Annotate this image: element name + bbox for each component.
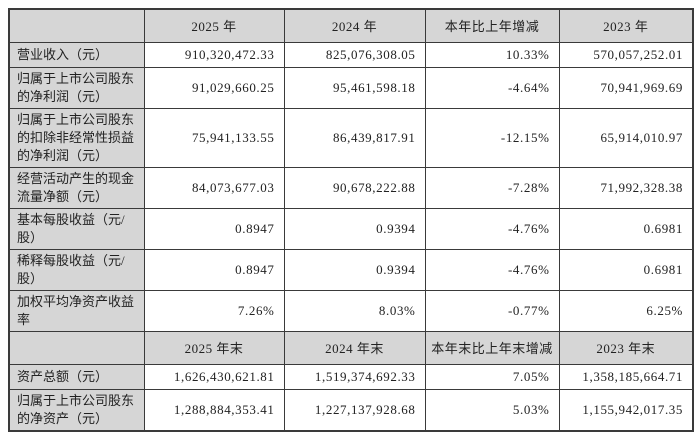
row-operating-cash-flow: 经营活动产生的现金流量净额（元） 84,073,677.03 90,678,22… bbox=[8, 166, 694, 209]
cell-net-assets-2023: 1,155,942,017.35 bbox=[558, 388, 694, 431]
cell-roe-2023: 6.25% bbox=[558, 289, 694, 332]
cell-total-assets-change: 7.05% bbox=[424, 363, 560, 390]
col-header-2025: 2025 年 bbox=[143, 8, 285, 43]
col-header-2024-end: 2024 年末 bbox=[283, 330, 426, 365]
row-total-assets: 资产总额（元） 1,626,430,621.81 1,519,374,692.3… bbox=[8, 363, 694, 390]
cell-diluted-eps-2023: 0.6981 bbox=[558, 248, 694, 291]
row-revenue: 营业收入（元） 910,320,472.33 825,076,308.05 10… bbox=[8, 41, 694, 68]
cell-basic-eps-2025: 0.8947 bbox=[143, 207, 285, 250]
col-header-2023-end: 2023 年末 bbox=[558, 330, 694, 365]
row-label-diluted-eps: 稀释每股收益（元/股） bbox=[8, 248, 145, 291]
cell-net-profit-change: -4.64% bbox=[424, 66, 560, 109]
section2-header-row: 2025 年末 2024 年末 本年末比上年末增减 2023 年末 bbox=[8, 330, 694, 365]
col-header-yoy-change: 本年比上年增减 bbox=[424, 8, 560, 43]
cell-total-assets-2023: 1,358,185,664.71 bbox=[558, 363, 694, 390]
cell-cash-flow-2023: 71,992,328.38 bbox=[558, 166, 694, 209]
cell-net-profit-2024: 95,461,598.18 bbox=[283, 66, 426, 109]
row-net-profit-excl-nonrecurring: 归属于上市公司股东的扣除非经常性损益的净利润（元） 75,941,133.55 … bbox=[8, 107, 694, 168]
cell-diluted-eps-2025: 0.8947 bbox=[143, 248, 285, 291]
row-label-basic-eps: 基本每股收益（元/股） bbox=[8, 207, 145, 250]
row-basic-eps: 基本每股收益（元/股） 0.8947 0.9394 -4.76% 0.6981 bbox=[8, 207, 694, 250]
col-header-2024: 2024 年 bbox=[283, 8, 426, 43]
cell-excl-nonrecurring-2023: 65,914,010.97 bbox=[558, 107, 694, 168]
cell-revenue-2023: 570,057,252.01 bbox=[558, 41, 694, 68]
row-weighted-avg-roe: 加权平均净资产收益率 7.26% 8.03% -0.77% 6.25% bbox=[8, 289, 694, 332]
cell-net-profit-2023: 70,941,969.69 bbox=[558, 66, 694, 109]
cell-excl-nonrecurring-2025: 75,941,133.55 bbox=[143, 107, 285, 168]
cell-revenue-2025: 910,320,472.33 bbox=[143, 41, 285, 68]
financial-summary-table: 2025 年 2024 年 本年比上年增减 2023 年 营业收入（元） 910… bbox=[8, 8, 694, 432]
cell-basic-eps-2023: 0.6981 bbox=[558, 207, 694, 250]
cell-basic-eps-2024: 0.9394 bbox=[283, 207, 426, 250]
cell-total-assets-2024: 1,519,374,692.33 bbox=[283, 363, 426, 390]
cell-cash-flow-2024: 90,678,222.88 bbox=[283, 166, 426, 209]
cell-roe-change: -0.77% bbox=[424, 289, 560, 332]
row-label-revenue: 营业收入（元） bbox=[8, 41, 145, 68]
row-label-operating-cash-flow: 经营活动产生的现金流量净额（元） bbox=[8, 166, 145, 209]
cell-total-assets-2025: 1,626,430,621.81 bbox=[143, 363, 285, 390]
cell-cash-flow-2025: 84,073,677.03 bbox=[143, 166, 285, 209]
cell-excl-nonrecurring-change: -12.15% bbox=[424, 107, 560, 168]
row-net-assets: 归属于上市公司股东的净资产（元） 1,288,884,353.41 1,227,… bbox=[8, 388, 694, 431]
cell-net-assets-2024: 1,227,137,928.68 bbox=[283, 388, 426, 431]
cell-diluted-eps-change: -4.76% bbox=[424, 248, 560, 291]
row-label-net-assets: 归属于上市公司股东的净资产（元） bbox=[8, 388, 145, 431]
row-net-profit: 归属于上市公司股东的净利润（元） 91,029,660.25 95,461,59… bbox=[8, 66, 694, 109]
cell-roe-2024: 8.03% bbox=[283, 289, 426, 332]
cell-net-assets-change: 5.03% bbox=[424, 388, 560, 431]
row-label-weighted-avg-roe: 加权平均净资产收益率 bbox=[8, 289, 145, 332]
row-label-net-profit-excl-nonrecurring: 归属于上市公司股东的扣除非经常性损益的净利润（元） bbox=[8, 107, 145, 168]
cell-basic-eps-change: -4.76% bbox=[424, 207, 560, 250]
section1-header-row: 2025 年 2024 年 本年比上年增减 2023 年 bbox=[8, 8, 694, 43]
cell-roe-2025: 7.26% bbox=[143, 289, 285, 332]
col-header-yearend-change: 本年末比上年末增减 bbox=[424, 330, 560, 365]
cell-diluted-eps-2024: 0.9394 bbox=[283, 248, 426, 291]
cell-cash-flow-change: -7.28% bbox=[424, 166, 560, 209]
row-diluted-eps: 稀释每股收益（元/股） 0.8947 0.9394 -4.76% 0.6981 bbox=[8, 248, 694, 291]
cell-net-assets-2025: 1,288,884,353.41 bbox=[143, 388, 285, 431]
corner-cell-2 bbox=[8, 330, 145, 365]
cell-revenue-change: 10.33% bbox=[424, 41, 560, 68]
cell-net-profit-2025: 91,029,660.25 bbox=[143, 66, 285, 109]
row-label-net-profit: 归属于上市公司股东的净利润（元） bbox=[8, 66, 145, 109]
cell-revenue-2024: 825,076,308.05 bbox=[283, 41, 426, 68]
col-header-2025-end: 2025 年末 bbox=[143, 330, 285, 365]
col-header-2023: 2023 年 bbox=[558, 8, 694, 43]
corner-cell bbox=[8, 8, 145, 43]
row-label-total-assets: 资产总额（元） bbox=[8, 363, 145, 390]
cell-excl-nonrecurring-2024: 86,439,817.91 bbox=[283, 107, 426, 168]
